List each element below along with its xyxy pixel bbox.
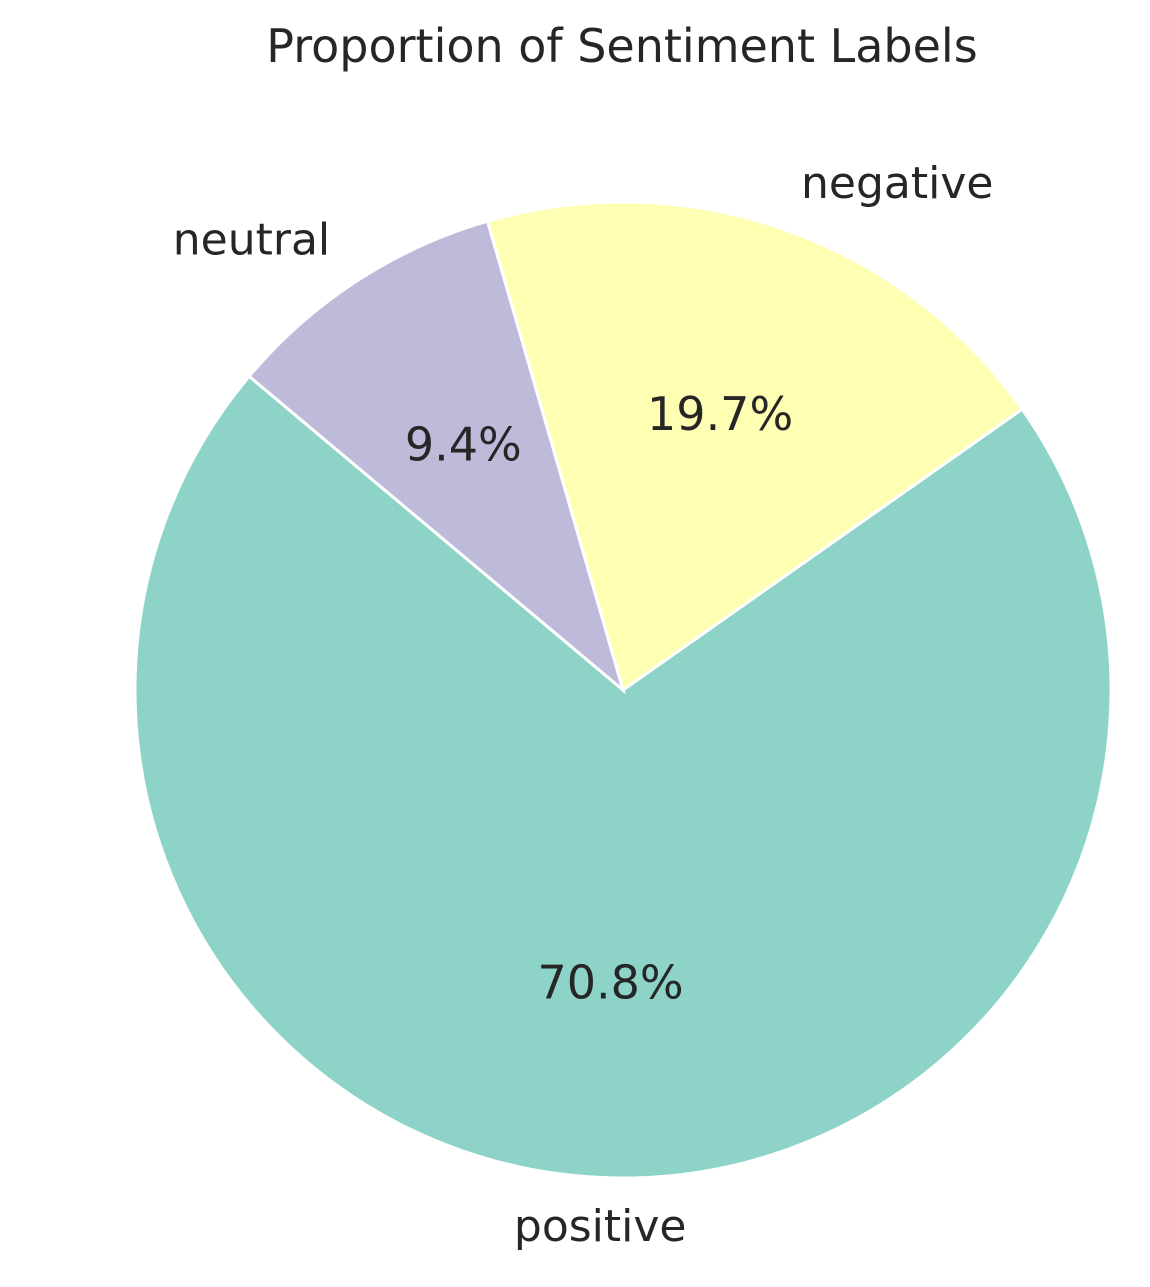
pie-slice-negative [485, 200, 1025, 693]
slice-label-negative: negative [801, 158, 993, 209]
pie-labels: positive 70.8% negative 19.7% neutral 9.4% [173, 158, 994, 1252]
chart-title: Proportion of Sentiment Labels [266, 19, 977, 73]
pie-slice-positive [133, 374, 1113, 1180]
slice-percent-positive: 70.8% [538, 956, 684, 1010]
pie-slices [133, 200, 1113, 1180]
slice-label-neutral: neutral [173, 215, 330, 266]
slice-percent-neutral: 9.4% [405, 418, 522, 472]
slice-label-positive: positive [514, 1201, 687, 1252]
pie-slice-neutral [247, 219, 626, 695]
slice-percent-negative: 19.7% [647, 387, 793, 441]
